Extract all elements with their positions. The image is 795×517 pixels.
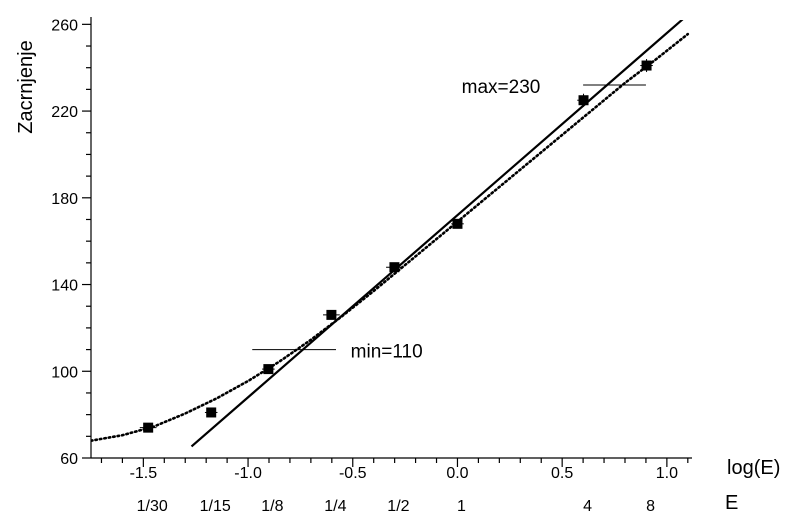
data-point (451, 218, 464, 229)
data-point (262, 364, 275, 375)
y-tick-label: 260 (51, 17, 78, 34)
x-tick-label: -0.5 (339, 465, 367, 482)
y-tick-label: 60 (60, 451, 78, 468)
annotation-label: min=110 (351, 342, 423, 363)
linear-fit-line (190, 20, 684, 448)
secondary-tick-label: 8 (646, 498, 655, 515)
y-tick-label: 140 (51, 278, 78, 295)
x-tick-label: 0.5 (551, 465, 573, 482)
data-point (386, 262, 403, 273)
y-tick-label: 220 (51, 104, 78, 121)
point-marker (143, 422, 154, 433)
chart-axes: 60 100 140 180 220 260 -1.5 -1.0 -0.5 0.0 0.5 1.0 1/… (51, 17, 692, 515)
secondary-tick-label: 1/30 (137, 498, 168, 515)
x-tick-label: 0.0 (446, 465, 468, 482)
dotted-fit-curve (91, 32, 690, 442)
point-marker (206, 407, 217, 418)
y-tick-label: 180 (51, 191, 78, 208)
data-point (577, 93, 590, 107)
data-point (204, 407, 218, 418)
y-tick-label: 100 (51, 364, 78, 381)
x-tick-label: 1.0 (656, 465, 678, 482)
point-marker (389, 262, 400, 273)
chart-annotations: max=230 min=110 (252, 77, 646, 363)
point-marker (263, 364, 274, 375)
data-point (323, 309, 340, 320)
secondary-tick-label: 1/2 (387, 498, 409, 515)
x-tick-label: -1.5 (130, 465, 158, 482)
annotation-label: max=230 (462, 77, 541, 98)
secondary-tick-label: 1/4 (324, 498, 346, 515)
data-point (139, 422, 157, 433)
secondary-tick-label: 1 (457, 498, 466, 515)
data-points (139, 59, 653, 433)
secondary-tick-label: 4 (583, 498, 592, 515)
point-marker (641, 60, 652, 71)
secondary-tick-label: 1/8 (261, 498, 283, 515)
secondary-x-axis-title: E (725, 492, 738, 514)
chart-curves (91, 20, 690, 448)
point-marker (578, 95, 589, 106)
x-tick-label: -1.0 (234, 465, 262, 482)
point-marker (326, 309, 337, 320)
x-axis-title: log(E) (727, 457, 780, 479)
point-marker (452, 218, 463, 229)
y-axis-title: Zacrnjenje (15, 40, 37, 133)
secondary-tick-label: 1/15 (200, 498, 231, 515)
data-point (640, 59, 653, 73)
